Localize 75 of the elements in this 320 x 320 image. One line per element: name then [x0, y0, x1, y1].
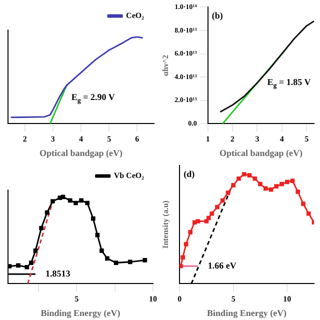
- x-tick-label: 5: [74, 294, 79, 304]
- point: [8, 264, 12, 268]
- point: [188, 230, 193, 234]
- point: [24, 264, 30, 270]
- x-tick-label: 4: [79, 134, 83, 144]
- point: [33, 248, 38, 253]
- point: [258, 182, 262, 186]
- x-tick-label: 0: [178, 294, 182, 304]
- x-tick-label: 10: [149, 294, 157, 304]
- point: [68, 198, 72, 203]
- point: [79, 198, 84, 203]
- point: [91, 216, 96, 221]
- point: [242, 172, 246, 176]
- x-tick-label: 10: [283, 294, 292, 304]
- point: [29, 260, 34, 265]
- point: [74, 200, 78, 206]
- point: [206, 216, 211, 220]
- point: [184, 242, 188, 246]
- point: [95, 232, 100, 238]
- point: [58, 196, 62, 200]
- point: [85, 200, 90, 206]
- x-tick-label: 5: [107, 134, 112, 144]
- point: [39, 226, 44, 230]
- point: [50, 199, 55, 204]
- point: [236, 176, 241, 181]
- point: [301, 202, 306, 206]
- point: [247, 173, 252, 178]
- point: [60, 194, 66, 200]
- point: [263, 186, 268, 191]
- point: [290, 178, 295, 183]
- x-tick-label: 6: [135, 134, 140, 144]
- annotation: 1.8513: [45, 268, 71, 278]
- point: [280, 182, 284, 186]
- point: [284, 180, 290, 184]
- point: [16, 263, 20, 268]
- point: [192, 220, 197, 225]
- x-axis-title: Optical bandgap (eV): [219, 148, 302, 158]
- x-tick-label: 1: [206, 134, 210, 144]
- x-axis-title: Binding Energy (eV): [207, 308, 287, 318]
- point: [226, 190, 230, 195]
- point: [105, 256, 110, 261]
- point: [252, 176, 258, 181]
- point: [142, 258, 148, 262]
- x-axis-title: Optical bandgap (eV): [39, 148, 123, 158]
- point: [268, 187, 274, 192]
- point: [215, 204, 220, 210]
- x-tick-label: 5: [231, 294, 236, 304]
- annotation: (b): [212, 10, 223, 21]
- y-axis-title: αhν^2: [160, 54, 170, 76]
- point: [296, 190, 300, 194]
- annotation: (d): [184, 168, 195, 179]
- x-tick-label: 2: [22, 134, 27, 144]
- x-tick-label: 3: [50, 134, 55, 144]
- x-tick-label: 5: [304, 134, 309, 144]
- point: [100, 248, 104, 253]
- x-tick-label: 2: [230, 134, 235, 144]
- x-tick-label: 3: [255, 134, 260, 144]
- x-axis-title: Binding Energy (eV): [40, 308, 120, 318]
- point: [180, 255, 185, 260]
- point: [204, 219, 209, 224]
- y-axis-title: Intensity (a.u): [160, 200, 170, 249]
- point: [306, 211, 311, 216]
- legend-label: CeO₂: [126, 11, 145, 20]
- point: [210, 211, 214, 216]
- point: [180, 264, 183, 268]
- point: [196, 219, 200, 224]
- point: [128, 260, 132, 264]
- x-tick-label: 4: [280, 134, 284, 144]
- point: [44, 210, 50, 215]
- point: [220, 198, 225, 203]
- legend-label: Vb CeO₂: [114, 171, 145, 180]
- point: [114, 260, 118, 265]
- point: [274, 184, 279, 188]
- annotation: 1.66 eV: [208, 260, 237, 270]
- point: [231, 183, 236, 188]
